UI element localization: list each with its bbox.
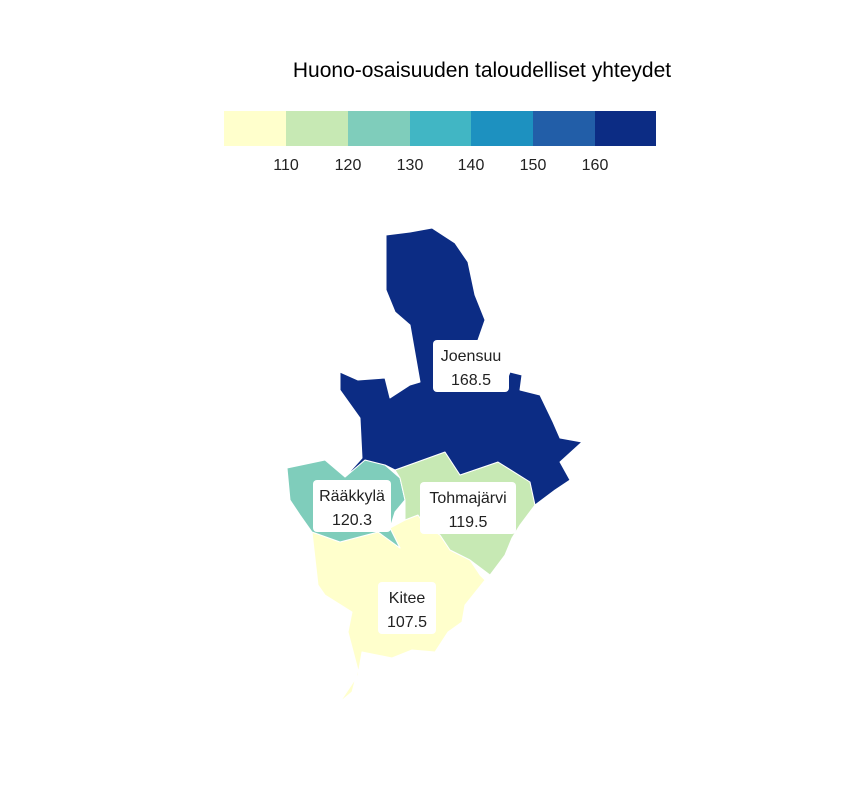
legend-swatch-2 (348, 111, 410, 146)
label-box (378, 582, 436, 634)
label-tohmajarvi: Tohmajärvi 119.5 (420, 482, 516, 534)
region-value: 120.3 (332, 512, 372, 529)
region-name: Tohmajärvi (429, 490, 506, 507)
legend-tick-label: 110 (273, 157, 299, 174)
legend-tick-label: 140 (458, 157, 485, 174)
region-value: 119.5 (449, 514, 488, 531)
legend-swatch-1 (286, 111, 348, 146)
legend-tick-label: 120 (335, 157, 362, 174)
legend: 110 120 130 140 150 160 (224, 111, 656, 174)
legend-swatch-6 (595, 111, 656, 146)
region-labels: Joensuu 168.5 Rääkkylä 120.3 Tohmajärvi … (313, 340, 516, 634)
legend-swatch-4 (471, 111, 533, 146)
label-box (433, 340, 509, 392)
legend-tick-label: 160 (582, 157, 609, 174)
legend-tick-label: 150 (520, 157, 547, 174)
label-box (313, 480, 391, 532)
region-name: Joensuu (441, 348, 502, 365)
map-title: Huono-osaisuuden taloudelliset yhteydet (293, 59, 671, 82)
legend-swatch-3 (410, 111, 471, 146)
region-name: Kitee (389, 590, 426, 607)
label-box (420, 482, 516, 534)
legend-swatch-5 (533, 111, 595, 146)
label-joensuu: Joensuu 168.5 (433, 340, 509, 392)
region-value: 107.5 (387, 614, 427, 631)
label-kitee: Kitee 107.5 (378, 582, 436, 634)
legend-tick-label: 130 (397, 157, 424, 174)
region-value: 168.5 (451, 372, 491, 389)
label-raakkyla: Rääkkylä 120.3 (313, 480, 391, 532)
legend-swatch-0 (224, 111, 286, 146)
region-name: Rääkkylä (319, 488, 385, 505)
